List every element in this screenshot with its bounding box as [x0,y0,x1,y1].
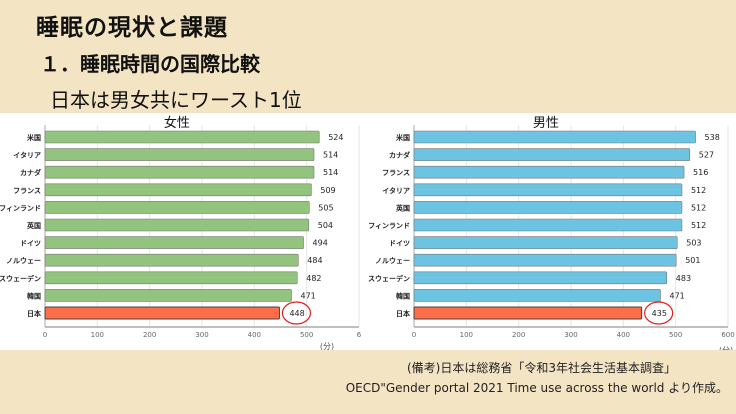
category-label: 英国 [395,203,410,212]
category-label: スウェーデン [0,274,41,283]
value-label: 448 [289,309,304,318]
x-tick-label: 6 [357,331,362,339]
bar-カナダ [413,148,691,161]
x-tick-label: 200 [512,331,525,339]
category-label: フィンランド [368,222,410,230]
category-label: カナダ [389,151,410,160]
category-label: 米国 [395,133,410,142]
highlight-circle [644,301,674,325]
category-label: 韓国 [27,291,41,300]
value-label: 482 [306,274,321,283]
value-label: 484 [307,256,322,265]
value-label: 435 [652,309,667,318]
bar-米国 [44,130,320,144]
chart-title: 女性 [164,115,190,131]
bar-日本 [413,306,643,320]
bar-フィンランド [413,218,683,232]
value-label: 514 [323,151,338,160]
page-title: 睡眠の現状と課題 [36,15,228,41]
bar-英国 [413,201,683,214]
category-label: フィンランド [0,204,41,212]
value-label: 509 [320,186,335,195]
category-label: イタリア [13,151,41,160]
value-label: 512 [691,221,706,230]
x-tick-label: 100 [460,331,473,339]
category-label: カナダ [20,168,41,177]
category-label: 米国 [26,133,41,142]
value-label: 514 [323,168,338,177]
category-label: スウェーデン [368,274,410,283]
bar-イタリア [413,183,683,197]
unit-label: (分) [719,346,733,350]
value-label: 512 [691,186,706,195]
source-note-line1: (備考)日本は総務省「令和3年社会生活基本調査」 [407,361,676,375]
category-label: フランス [382,169,410,177]
category-label: フランス [13,187,41,195]
value-label: 501 [685,256,700,265]
value-label: 516 [693,168,708,177]
category-label: ノルウェー [375,256,410,265]
category-label: ドイツ [389,240,410,248]
category-label: 日本 [27,309,41,318]
x-tick-label: 0 [43,331,47,339]
bar-スウェーデン [413,271,668,285]
section-title: １．睡眠時間の国際比較 [40,52,260,76]
x-tick-label: 200 [143,331,156,339]
source-note: (備考)日本は総務省「令和3年社会生活基本調査」 OECD"Gender por… [268,358,728,398]
x-tick-label: 400 [617,331,630,339]
bar-ドイツ [413,236,678,249]
category-label: 英国 [26,221,41,230]
value-label: 527 [699,151,714,160]
value-label: 538 [705,133,720,142]
bar-カナダ [44,165,315,179]
bar-スウェーデン [44,271,298,285]
x-tick-label: 400 [248,331,261,339]
bar-フランス [44,183,312,197]
x-tick-label: 100 [91,331,104,339]
category-label: ドイツ [20,240,41,248]
x-tick-label: 500 [669,331,682,339]
highlight-circle [281,301,312,325]
bar-日本 [44,306,280,320]
value-label: 471 [300,291,315,300]
bar-米国 [413,130,696,144]
category-label: ノルウェー [6,256,41,265]
bar-フィンランド [44,201,310,214]
bar-英国 [44,218,310,232]
unit-label: (分) [320,342,334,350]
x-tick-label: 300 [564,331,577,339]
value-label: 483 [676,274,691,283]
value-label: 504 [318,221,333,230]
bar-韓国 [413,289,661,302]
bar-ノルウェー [44,253,299,267]
x-tick-label: 300 [195,331,208,339]
lead-text: 日本は男女共にワースト1位 [50,88,302,112]
chart-panel: 0 100 200 300 400 500 6 女性 (分) 米国 524 イタリア 514 カナダ 514… [0,113,736,350]
category-label: イタリア [382,186,410,195]
source-note-line2: OECD"Gender portal 2021 Time use across … [345,381,728,395]
charts-svg: 0 100 200 300 400 500 6 女性 (分) 米国 524 イタリア 514 カナダ 514… [0,115,735,350]
category-label: 韓国 [396,291,410,300]
chart-title: 男性 [533,116,559,131]
value-label: 503 [686,239,701,248]
x-tick-label: 0 [412,331,416,339]
bar-フランス [413,165,685,179]
value-label: 471 [669,291,684,300]
x-tick-label: 600 [721,331,734,339]
category-label: 日本 [396,309,410,318]
value-label: 512 [691,203,706,212]
value-label: 494 [313,239,328,248]
value-label: 505 [318,203,333,212]
bar-ドイツ [44,236,304,249]
x-tick-label: 500 [300,331,313,339]
bar-ノルウェー [413,253,677,267]
value-label: 524 [328,133,343,142]
bar-韓国 [44,289,292,302]
bar-イタリア [44,148,315,161]
